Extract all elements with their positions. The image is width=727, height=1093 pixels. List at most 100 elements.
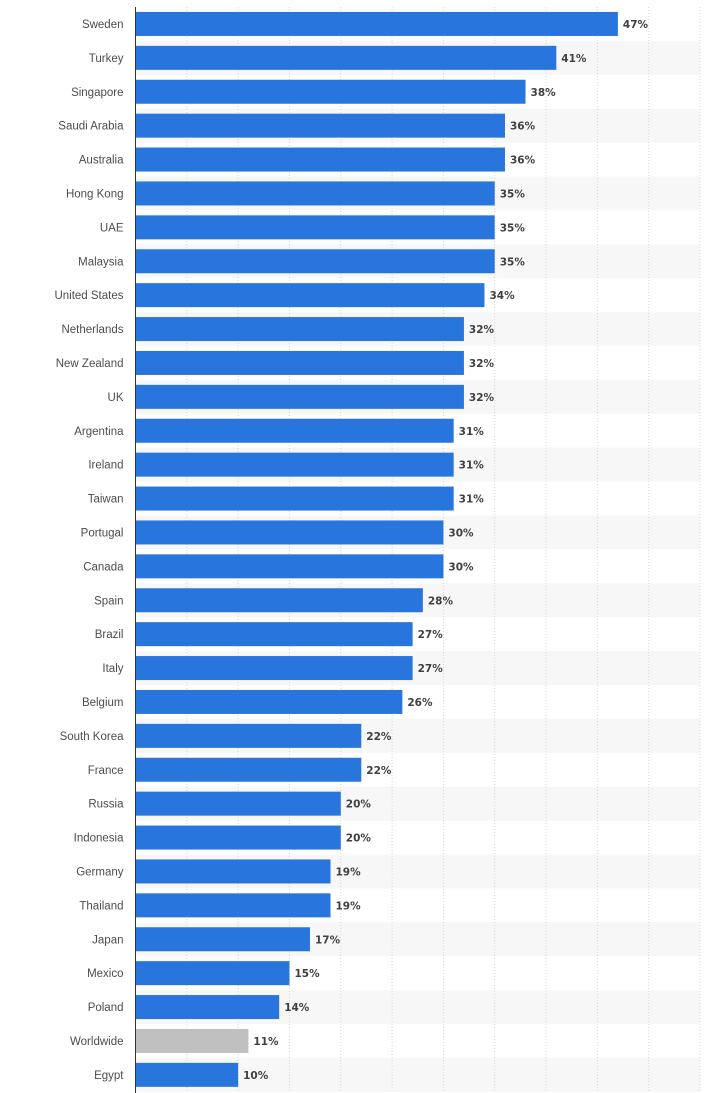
value-label: 31% bbox=[459, 494, 485, 506]
value-label: 34% bbox=[489, 290, 515, 302]
category-label: Thailand bbox=[79, 900, 123, 912]
category-label: New Zealand bbox=[56, 358, 124, 370]
category-labels: Sweden Turkey Singapore Saudi Arabia Austral… bbox=[54, 19, 124, 1082]
category-label: United States bbox=[54, 290, 123, 302]
bar[interactable] bbox=[136, 283, 485, 308]
value-label: 35% bbox=[500, 188, 526, 200]
category-label: Russia bbox=[88, 799, 124, 811]
value-label: 32% bbox=[469, 392, 495, 404]
bar[interactable] bbox=[136, 452, 454, 477]
category-label: UAE bbox=[100, 222, 124, 234]
value-label: 36% bbox=[510, 155, 536, 167]
value-label: 31% bbox=[459, 460, 485, 472]
value-label: 22% bbox=[366, 731, 392, 743]
value-label: 41% bbox=[561, 53, 587, 65]
value-label: 32% bbox=[469, 324, 495, 336]
value-label: 28% bbox=[428, 595, 454, 607]
value-label: 36% bbox=[510, 121, 536, 133]
bar[interactable] bbox=[136, 825, 341, 850]
category-label: Egypt bbox=[94, 1070, 124, 1082]
bar[interactable] bbox=[136, 757, 362, 782]
category-label: Spain bbox=[94, 595, 123, 607]
bar[interactable] bbox=[136, 961, 290, 986]
value-label: 47% bbox=[623, 19, 649, 31]
category-label: Saudi Arabia bbox=[58, 121, 124, 133]
value-label: 27% bbox=[418, 663, 444, 675]
category-label: Turkey bbox=[89, 53, 124, 65]
bar[interactable] bbox=[136, 723, 362, 748]
category-label: Brazil bbox=[95, 629, 124, 641]
bar[interactable] bbox=[136, 215, 495, 240]
value-label: 31% bbox=[459, 426, 485, 438]
bar[interactable] bbox=[136, 79, 526, 104]
category-label: Portugal bbox=[81, 527, 124, 539]
value-label: 30% bbox=[448, 527, 474, 539]
bar[interactable] bbox=[136, 791, 341, 816]
bar[interactable] bbox=[136, 317, 464, 342]
bar[interactable] bbox=[136, 622, 413, 647]
bar[interactable] bbox=[136, 893, 331, 918]
bar[interactable] bbox=[136, 689, 403, 714]
value-label: 19% bbox=[336, 866, 362, 878]
bar[interactable] bbox=[136, 859, 331, 884]
category-label: Netherlands bbox=[61, 324, 123, 336]
category-label: Malaysia bbox=[78, 256, 124, 268]
value-label: 17% bbox=[315, 934, 341, 946]
bar[interactable] bbox=[136, 656, 413, 681]
category-label: Sweden bbox=[82, 19, 124, 31]
category-label: Taiwan bbox=[88, 494, 124, 506]
category-label: France bbox=[88, 765, 124, 777]
category-label: Indonesia bbox=[74, 833, 124, 845]
bar[interactable] bbox=[136, 181, 495, 206]
value-label: 10% bbox=[243, 1070, 269, 1082]
value-label: 26% bbox=[407, 697, 433, 709]
category-label: Ireland bbox=[88, 460, 123, 472]
bar[interactable] bbox=[136, 995, 280, 1020]
bar[interactable] bbox=[136, 927, 310, 952]
category-label: Mexico bbox=[87, 968, 123, 980]
category-label: UK bbox=[108, 392, 124, 404]
bars bbox=[136, 11, 618, 1087]
category-label: Singapore bbox=[71, 87, 123, 99]
value-label: 20% bbox=[346, 833, 372, 845]
bar[interactable] bbox=[136, 11, 618, 36]
bar[interactable] bbox=[136, 588, 423, 613]
category-label: Poland bbox=[88, 1002, 124, 1014]
value-label: 30% bbox=[448, 561, 474, 573]
category-label: Australia bbox=[79, 155, 124, 167]
category-label: Germany bbox=[76, 866, 124, 878]
value-label: 22% bbox=[366, 765, 392, 777]
bar[interactable] bbox=[136, 113, 505, 138]
value-label: 35% bbox=[500, 256, 526, 268]
value-label: 20% bbox=[346, 799, 372, 811]
category-label: Italy bbox=[102, 663, 123, 675]
bar[interactable] bbox=[136, 249, 495, 274]
bar[interactable] bbox=[136, 45, 557, 70]
bar[interactable] bbox=[136, 350, 464, 375]
bar[interactable] bbox=[136, 418, 454, 443]
value-label: 38% bbox=[531, 87, 557, 99]
bar[interactable] bbox=[136, 1062, 239, 1087]
category-label: Hong Kong bbox=[66, 188, 124, 200]
category-label: Japan bbox=[92, 934, 123, 946]
bar[interactable] bbox=[136, 486, 454, 511]
bar[interactable] bbox=[136, 554, 444, 579]
bar[interactable] bbox=[136, 520, 444, 545]
bar[interactable] bbox=[136, 1028, 249, 1053]
bar[interactable] bbox=[136, 384, 464, 409]
value-label: 35% bbox=[500, 222, 526, 234]
category-label: South Korea bbox=[60, 731, 125, 743]
value-label: 32% bbox=[469, 358, 495, 370]
value-labels: 47% 41% 38% 36% 36% 35% 35% 35% 34% 32% 32% 32% 31% 3… bbox=[243, 19, 648, 1082]
category-label: Worldwide bbox=[70, 1036, 123, 1048]
value-label: 19% bbox=[336, 900, 362, 912]
category-label: Canada bbox=[83, 561, 124, 573]
category-label: Argentina bbox=[74, 426, 124, 438]
bar[interactable] bbox=[136, 147, 505, 172]
value-label: 27% bbox=[418, 629, 444, 641]
category-label: Belgium bbox=[82, 697, 124, 709]
value-label: 15% bbox=[294, 968, 320, 980]
value-label: 14% bbox=[284, 1002, 310, 1014]
